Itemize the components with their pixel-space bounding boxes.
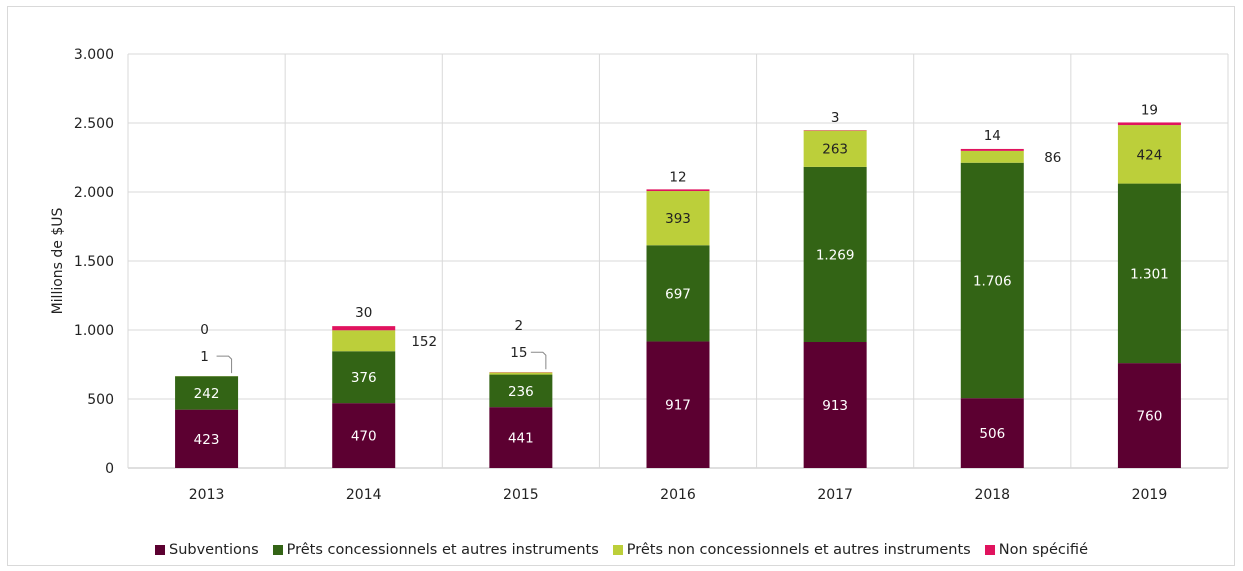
- legend-label: Prêts concessionnels et autres instrumen…: [286, 542, 599, 558]
- y-tick-label: 3.000: [74, 47, 114, 63]
- bar-segment: [332, 330, 396, 352]
- x-tick-label: 2017: [817, 487, 853, 503]
- bar-segment: [960, 150, 1024, 163]
- bar-segment: [175, 376, 239, 410]
- legend-label: Prêts non concessionnels et autres instr…: [626, 542, 971, 558]
- data-label: 917: [665, 398, 691, 414]
- data-label: 760: [1137, 409, 1163, 425]
- data-label: 14: [984, 128, 1001, 144]
- legend-item: Prêts concessionnels et autres instrumen…: [272, 542, 599, 558]
- bar-segment: [332, 351, 396, 404]
- x-tick-label: 2014: [346, 487, 382, 503]
- stacked-bar-chart: 0 500 1.000 1.500 2.000 2.500 3.000 Millions d…: [50, 47, 1229, 503]
- x-tick-label: 2016: [660, 487, 696, 503]
- data-label: 152: [411, 334, 437, 350]
- legend-swatch: [155, 545, 165, 555]
- legend: Subventions Prêts concessionnels et autre…: [0, 538, 1243, 562]
- y-tick-label: 1.000: [74, 323, 114, 339]
- bar-segment: [960, 162, 1024, 399]
- data-label: 424: [1137, 147, 1163, 163]
- bar-segment: [646, 191, 710, 246]
- x-tick-label: 2019: [1132, 487, 1168, 503]
- leader-line: [530, 351, 547, 370]
- chart-frame: [7, 6, 1235, 566]
- data-label: 236: [508, 384, 534, 400]
- legend-item: Prêts non concessionnels et autres instr…: [612, 542, 971, 558]
- x-tick-label: 2018: [974, 487, 1010, 503]
- y-tick-label: 1.500: [74, 254, 114, 270]
- data-label: 441: [508, 431, 534, 447]
- gridlines: [127, 53, 1229, 469]
- bar-segment: [960, 148, 1024, 151]
- x-axis: 2013 2014 2015 2016 2017 2018 2019: [189, 487, 1167, 503]
- y-tick-label: 2.500: [74, 116, 114, 132]
- bar-segment: [646, 189, 710, 192]
- data-label: 19: [1141, 102, 1158, 118]
- bar-segment: [1117, 125, 1181, 184]
- data-label: 1.706: [973, 273, 1012, 289]
- data-label: 3: [831, 110, 840, 126]
- data-label: 393: [665, 211, 691, 227]
- bar-segment: [803, 342, 867, 468]
- data-label: 913: [822, 398, 848, 414]
- bar-segment: [803, 166, 867, 343]
- data-label: 86: [1044, 150, 1061, 166]
- data-label: 263: [822, 142, 848, 158]
- bar-segment: [489, 374, 553, 408]
- x-tick-label: 2013: [189, 487, 225, 503]
- bar-segment: [332, 403, 396, 468]
- legend-label: Non spécifié: [998, 542, 1088, 558]
- data-label: 12: [669, 169, 686, 185]
- data-label: 242: [194, 386, 220, 402]
- bar-segment: [489, 407, 553, 468]
- bar-segment: [175, 409, 239, 468]
- bar-segment: [646, 245, 710, 342]
- data-label: 376: [351, 370, 377, 386]
- y-tick-label: 0: [105, 461, 114, 477]
- bar-segment: [646, 341, 710, 468]
- y-axis: 0 500 1.000 1.500 2.000 2.500 3.000: [74, 47, 114, 477]
- data-label: 30: [355, 305, 372, 321]
- data-label: 0: [200, 322, 209, 338]
- legend-swatch: [984, 545, 995, 555]
- data-label: 1.269: [816, 247, 855, 263]
- bars: 4232421047037615230441236152917697393129…: [175, 102, 1181, 468]
- bar-segment: [1117, 122, 1181, 126]
- data-label: 697: [665, 286, 691, 302]
- legend-swatch: [612, 545, 623, 555]
- data-label: 470: [351, 429, 377, 445]
- y-tick-label: 500: [87, 392, 114, 408]
- x-tick-label: 2015: [503, 487, 539, 503]
- data-label: 1: [200, 349, 209, 365]
- bar-segment: [960, 398, 1024, 468]
- bar-segment: [803, 130, 867, 167]
- bar-segment: [489, 372, 553, 375]
- legend-item: Subventions: [155, 542, 259, 558]
- legend-label: Subventions: [169, 542, 259, 558]
- leader-line: [216, 355, 233, 374]
- data-label: 1.301: [1130, 266, 1169, 282]
- legend-item: Non spécifié: [984, 542, 1088, 558]
- bar-segment: [1117, 183, 1181, 364]
- legend-swatch: [272, 545, 283, 555]
- y-axis-title: Millions de $US: [50, 207, 66, 314]
- data-label: 423: [194, 432, 220, 448]
- data-label: 2: [515, 318, 524, 334]
- y-tick-label: 2.000: [74, 185, 114, 201]
- data-label: 15: [510, 345, 527, 361]
- bar-segment: [1117, 363, 1181, 468]
- bar-segment: [332, 326, 396, 331]
- data-label: 506: [979, 426, 1005, 442]
